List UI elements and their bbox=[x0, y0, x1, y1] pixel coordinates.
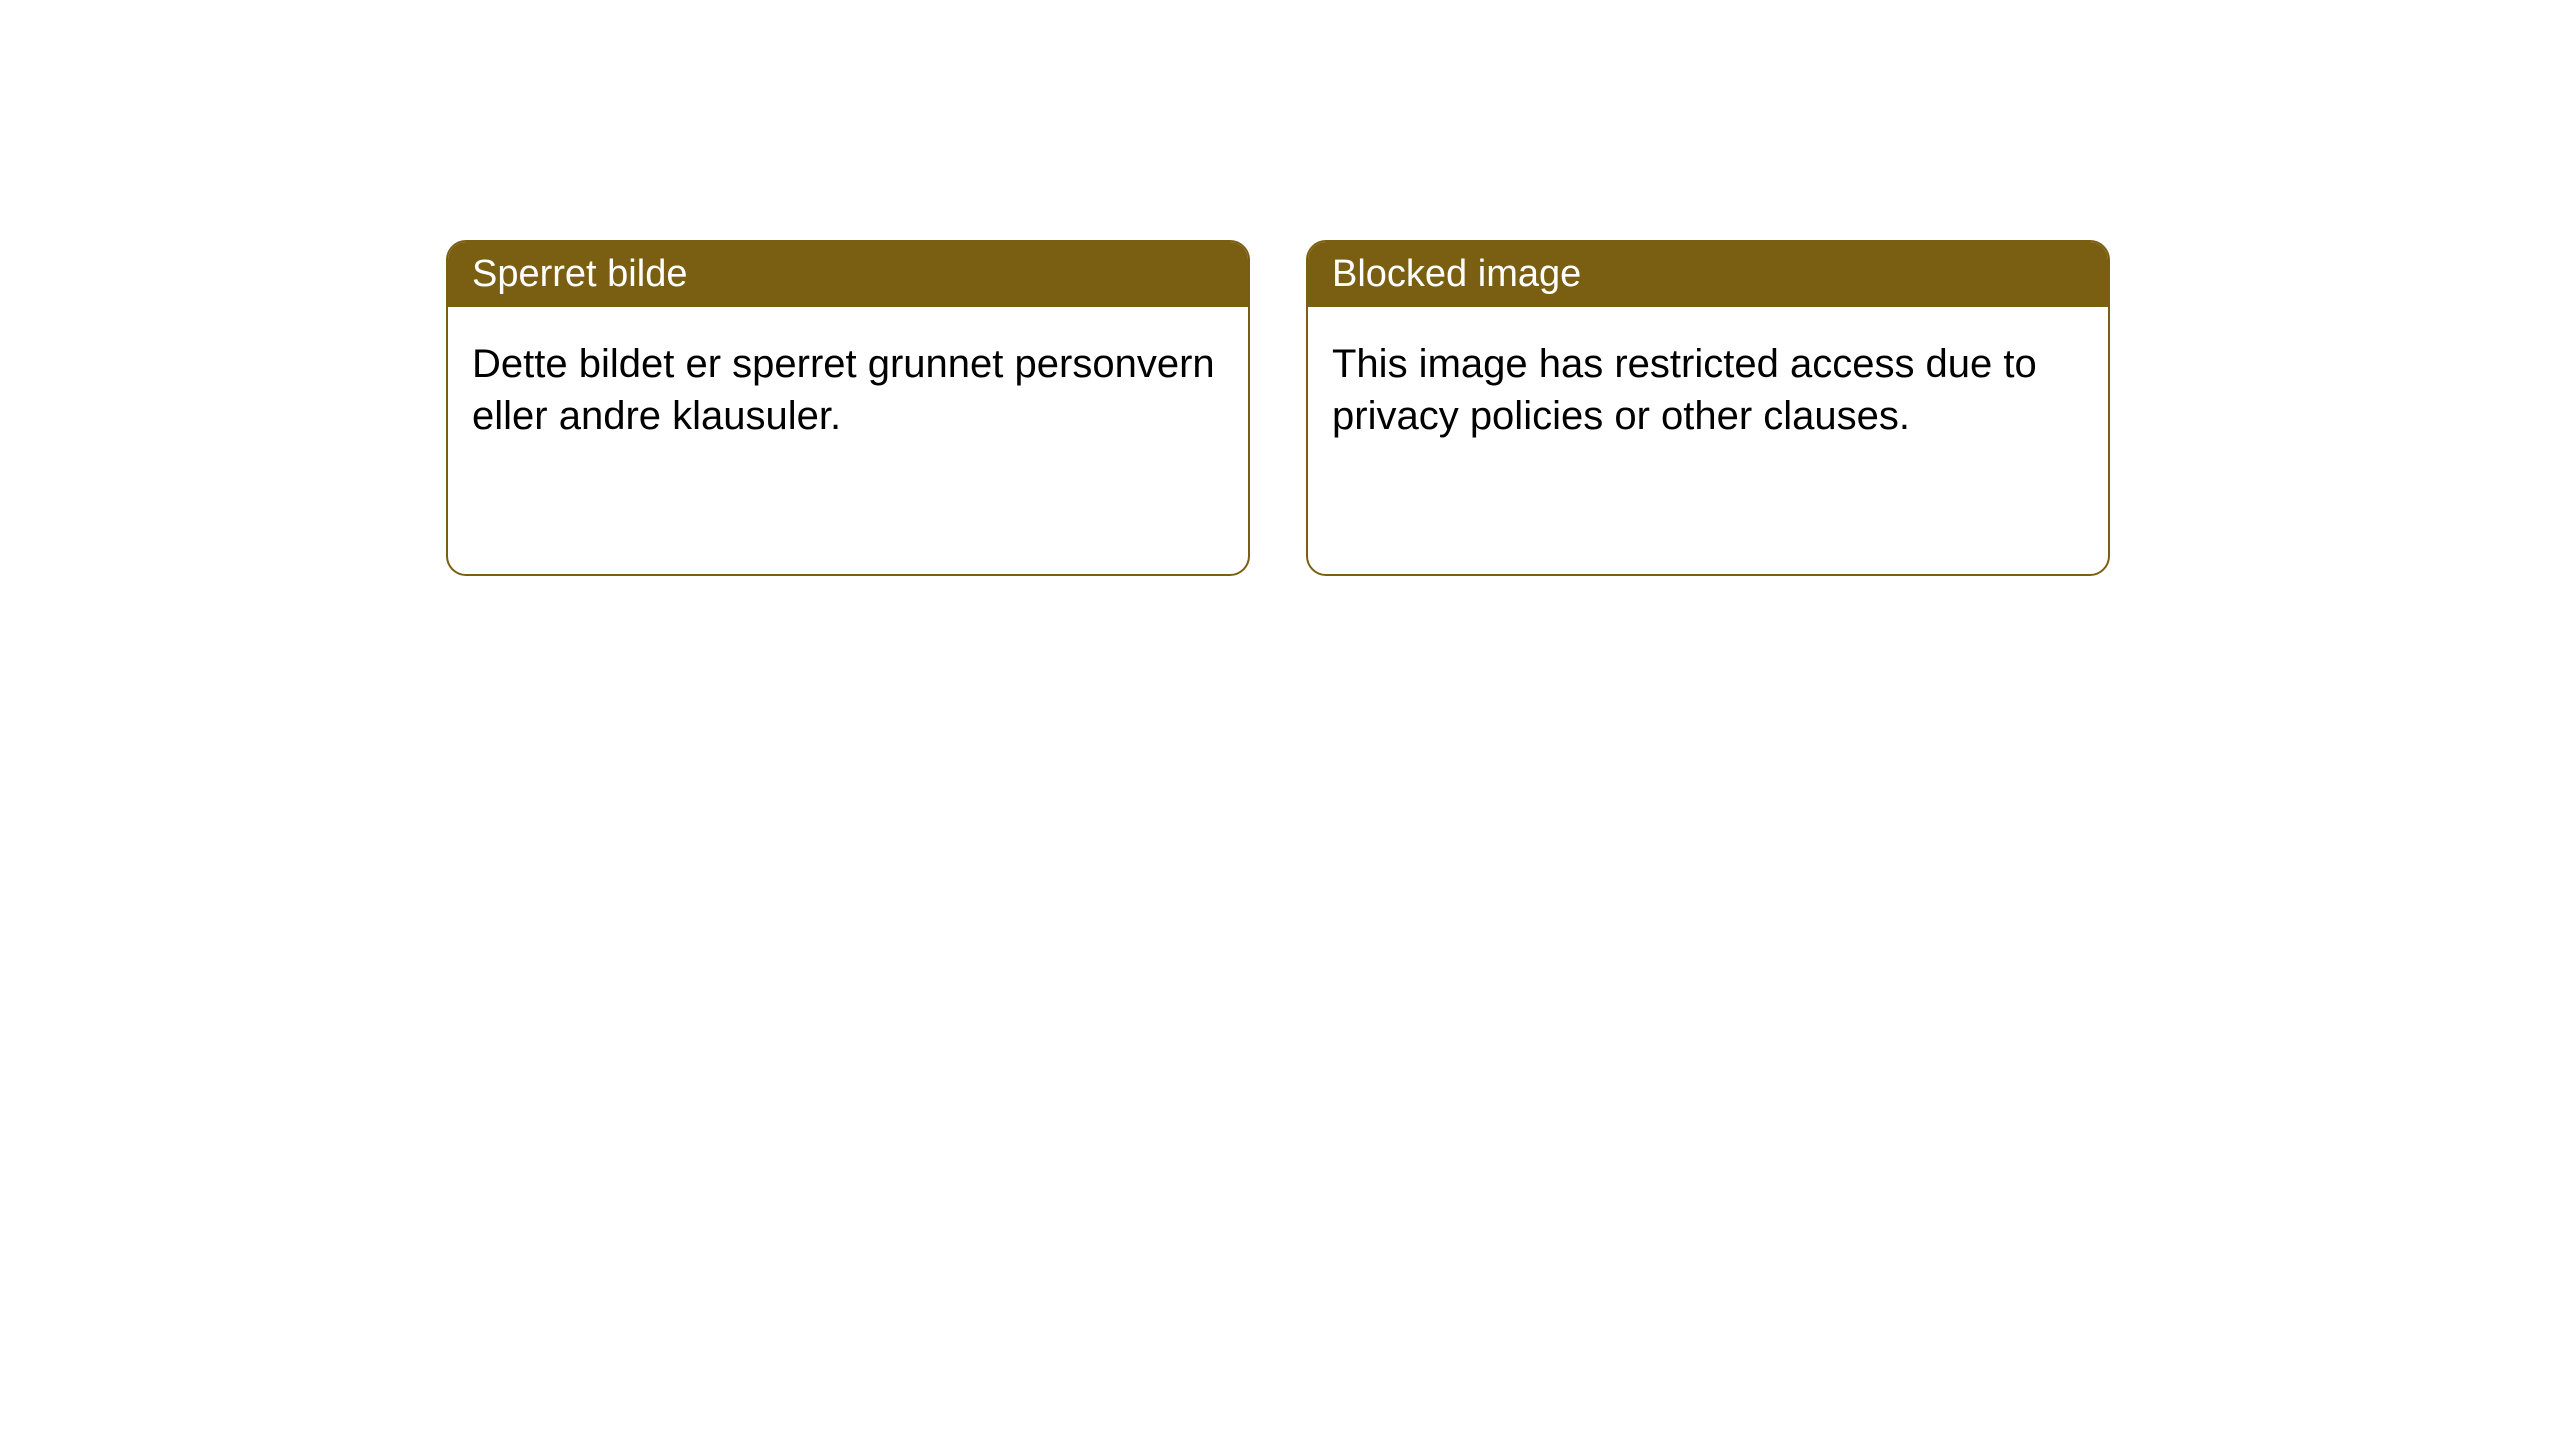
notice-header-norwegian: Sperret bilde bbox=[448, 242, 1248, 307]
notice-header-english: Blocked image bbox=[1308, 242, 2108, 307]
notice-card-english: Blocked image This image has restricted … bbox=[1306, 240, 2110, 576]
notice-text: This image has restricted access due to … bbox=[1332, 342, 2037, 437]
notice-body-english: This image has restricted access due to … bbox=[1308, 307, 2108, 473]
notice-body-norwegian: Dette bildet er sperret grunnet personve… bbox=[448, 307, 1248, 473]
notice-container: Sperret bilde Dette bildet er sperret gr… bbox=[446, 240, 2110, 576]
notice-title: Blocked image bbox=[1332, 253, 1581, 295]
notice-card-norwegian: Sperret bilde Dette bildet er sperret gr… bbox=[446, 240, 1250, 576]
notice-text: Dette bildet er sperret grunnet personve… bbox=[472, 342, 1215, 437]
notice-title: Sperret bilde bbox=[472, 253, 687, 295]
